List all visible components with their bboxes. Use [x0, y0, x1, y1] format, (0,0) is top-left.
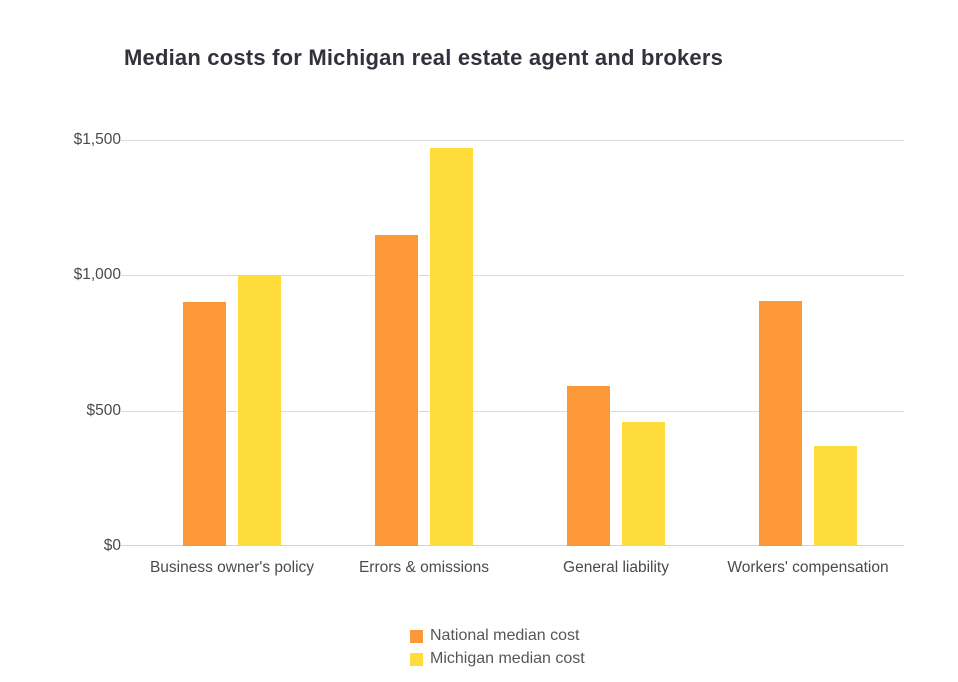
- x-axis-category-label: General liability: [563, 559, 669, 576]
- gridline: [121, 140, 904, 141]
- y-axis-tick-label: $0: [103, 537, 121, 554]
- y-axis-tick-label: $500: [86, 401, 121, 419]
- legend-swatch-national-icon: [410, 629, 423, 643]
- bar-national-3: [567, 386, 610, 546]
- legend-item-michigan: Michigan median cost: [410, 651, 585, 667]
- legend-swatch-michigan-icon: [410, 652, 423, 666]
- legend: National median cost Michigan median cos…: [410, 628, 585, 667]
- legend-item-national: National median cost: [410, 628, 585, 644]
- legend-label-michigan: Michigan median cost: [430, 650, 585, 667]
- legend-label-national: National median cost: [430, 627, 580, 644]
- x-axis-line: [121, 545, 904, 546]
- x-axis-labels: Business owner's policy Errors & omission…: [136, 559, 904, 577]
- bar-group: [712, 140, 904, 546]
- x-axis-category-label: Business owner's policy: [149, 559, 315, 576]
- chart-title: Median costs for Michigan real estate ag…: [124, 45, 724, 70]
- y-axis-tick-label: $1,000: [73, 266, 121, 284]
- bar-michigan-1: [238, 275, 281, 546]
- bar-group: [136, 140, 328, 546]
- bar-national-2: [375, 234, 418, 546]
- bar-group: [328, 140, 520, 546]
- x-axis-category-label: Errors & omissions: [358, 559, 490, 576]
- gridline: [121, 410, 904, 412]
- bar-michigan-3: [622, 421, 665, 546]
- bar-national-1: [183, 302, 226, 546]
- x-axis-category-label: Workers' compensation: [727, 559, 889, 576]
- bar-national-4: [759, 301, 802, 546]
- bar-groups: [136, 140, 904, 546]
- gridline: [121, 275, 904, 277]
- bar-group: [520, 140, 712, 546]
- y-axis-tick-label: $1,500: [73, 131, 121, 148]
- bar-michigan-2: [430, 148, 473, 546]
- bar-michigan-4: [814, 445, 857, 546]
- plot-area: $1,500 $1,000 $500 $0 Business owner's poli…: [74, 131, 904, 576]
